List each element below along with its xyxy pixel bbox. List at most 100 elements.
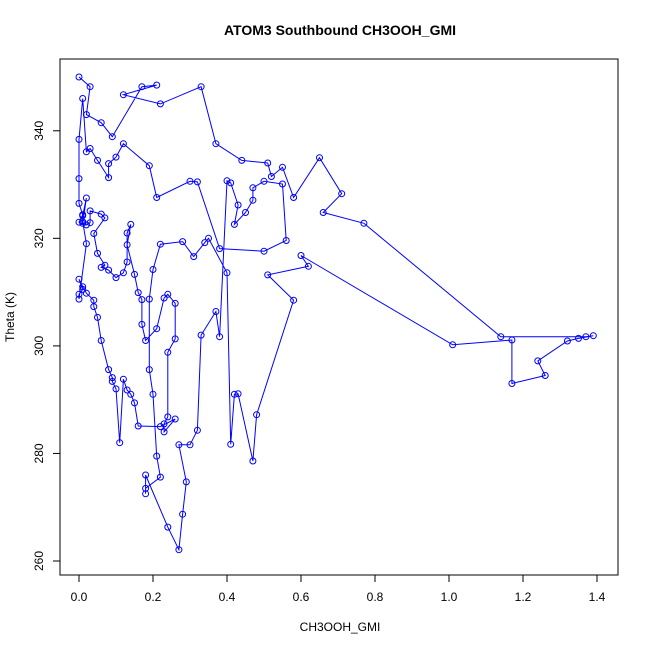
- data-point: [97, 337, 105, 344]
- data-point: [164, 523, 172, 531]
- data-point: [153, 81, 161, 89]
- data-point: [134, 289, 142, 297]
- y-tick-label: 260: [32, 551, 46, 571]
- data-point: [145, 162, 153, 170]
- x-tick-label: 0.6: [293, 590, 310, 604]
- data-point: [138, 320, 146, 328]
- data-point: [86, 207, 94, 215]
- data-point: [90, 296, 98, 304]
- data-point: [193, 426, 201, 434]
- x-tick-label: 0.8: [367, 590, 384, 604]
- data-point: [75, 290, 83, 298]
- data-point: [164, 413, 172, 421]
- data-point: [186, 177, 194, 185]
- data-point: [75, 73, 83, 81]
- data-point: [575, 334, 582, 342]
- series-line: [78, 76, 594, 552]
- data-point: [338, 190, 346, 198]
- data-point: [75, 175, 83, 183]
- data-point: [127, 390, 135, 398]
- data-point: [94, 249, 101, 257]
- data-point: [234, 390, 242, 398]
- data-point: [223, 177, 231, 185]
- data-point: [182, 478, 190, 486]
- data-point: [197, 331, 205, 339]
- data-point: [171, 415, 179, 423]
- data-point: [105, 266, 113, 274]
- data-point: [227, 179, 235, 187]
- data-point: [201, 239, 209, 247]
- y-axis: 260 280 300 320 340: [32, 120, 61, 571]
- data-point: [212, 140, 220, 148]
- data-point: [186, 441, 194, 449]
- data-point: [227, 440, 235, 448]
- data-point: [164, 290, 172, 298]
- data-point: [112, 153, 120, 161]
- data-point: [267, 173, 275, 180]
- data-point: [230, 220, 238, 228]
- data-point: [242, 209, 249, 216]
- chart-title: ATOM3 Southbound CH3OOH_GMI: [224, 22, 456, 38]
- data-point: [86, 219, 94, 227]
- data-point: [108, 133, 116, 141]
- data-point: [97, 119, 105, 127]
- data-point: [156, 100, 164, 108]
- data-point: [264, 159, 272, 167]
- data-point: [105, 174, 113, 182]
- data-point: [179, 238, 187, 246]
- data-point: [249, 184, 257, 192]
- data-point: [86, 83, 94, 91]
- data-point: [582, 333, 590, 341]
- data-point: [171, 335, 179, 343]
- data-point: [112, 385, 120, 393]
- data-point: [563, 337, 571, 345]
- data-point: [497, 333, 505, 341]
- data-point: [304, 262, 312, 270]
- data-point: [316, 154, 323, 162]
- data-point: [179, 510, 187, 518]
- data-point: [508, 336, 516, 344]
- data-point: [145, 295, 153, 303]
- data-point: [216, 333, 224, 341]
- data-point: [282, 237, 290, 244]
- data-point: [75, 218, 83, 226]
- data-point: [279, 163, 286, 171]
- data-point: [290, 194, 298, 201]
- data-point: [290, 296, 298, 304]
- data-point: [82, 148, 90, 156]
- y-tick-label: 320: [32, 228, 46, 248]
- x-tick-label: 1.2: [515, 590, 532, 604]
- data-point: [541, 372, 549, 379]
- data-point: [119, 91, 127, 99]
- data-point: [138, 83, 146, 91]
- data-point: [156, 423, 164, 431]
- data-point: [508, 380, 516, 387]
- data-point: [79, 95, 87, 102]
- data-point: [75, 199, 83, 207]
- data-point: [123, 229, 131, 237]
- data-point: [279, 180, 286, 188]
- x-tick-label: 1.0: [441, 590, 458, 604]
- data-point: [534, 357, 542, 365]
- data-point: [160, 294, 168, 302]
- data-point: [82, 111, 90, 119]
- x-tick-label: 0.2: [145, 590, 162, 604]
- x-axis-label: CH3OOH_GMI: [300, 620, 381, 634]
- data-point: [149, 390, 157, 398]
- data-point: [75, 275, 83, 283]
- data-point: [131, 399, 138, 407]
- data-point: [75, 295, 83, 303]
- data-point: [156, 473, 164, 481]
- data-point: [112, 274, 120, 282]
- data-point: [589, 332, 597, 340]
- data-point: [105, 366, 113, 374]
- data-point: [223, 269, 231, 277]
- data-point: [108, 377, 116, 385]
- data-point: [297, 252, 305, 259]
- data-point: [193, 178, 201, 186]
- data-point: [360, 219, 368, 227]
- data-point: [134, 422, 142, 430]
- data-point: [153, 194, 161, 201]
- data-point: [260, 247, 268, 255]
- data-point: [142, 484, 150, 492]
